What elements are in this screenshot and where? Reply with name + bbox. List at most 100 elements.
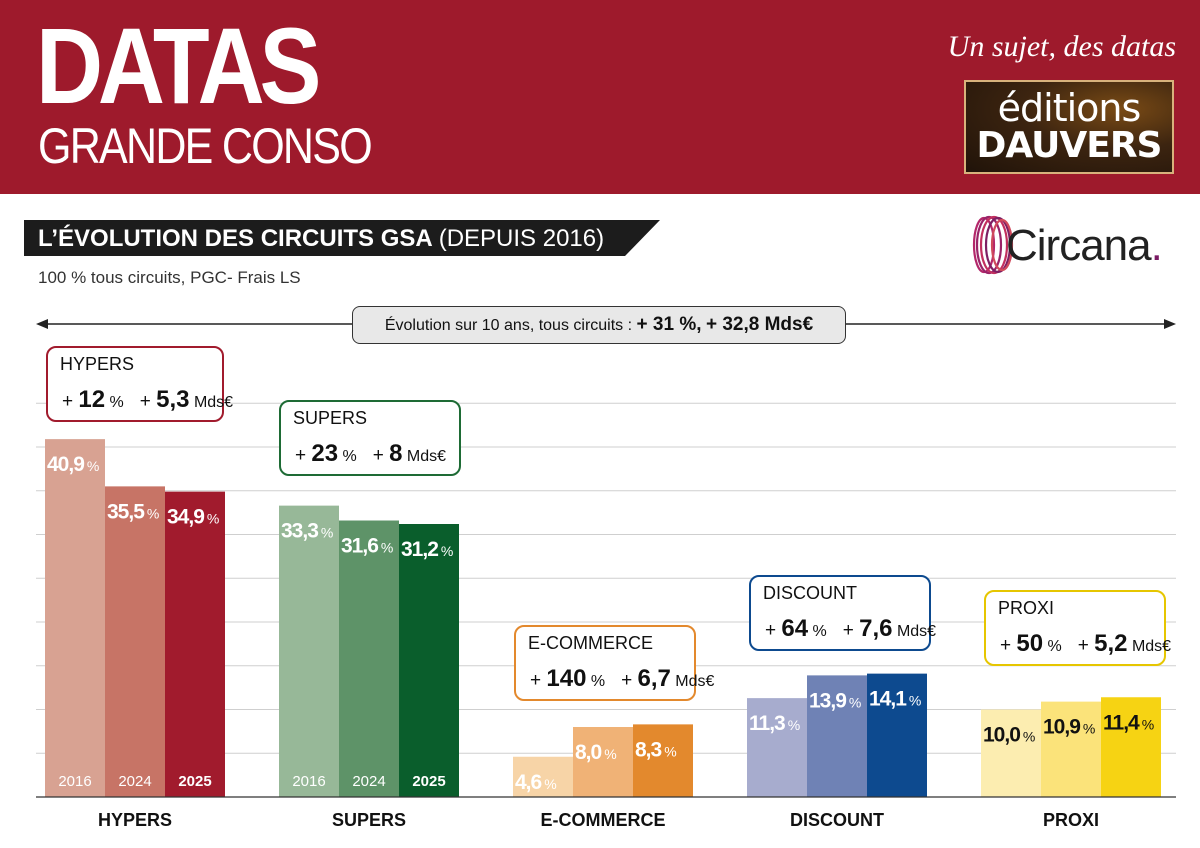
bar-value: 14,1 (869, 688, 907, 711)
logo-ring-icon (979, 215, 1009, 275)
bar (399, 524, 459, 797)
bar-value: 8,3 (635, 738, 662, 761)
bar-value: 31,6 (341, 535, 378, 558)
bar (279, 505, 339, 797)
tagline: Un sujet, des datas (947, 30, 1176, 63)
callout-name: PROXI (998, 598, 1055, 618)
callout-values: + 64 % + 7,6 Mds€ (765, 615, 936, 643)
logo-ring-icon (984, 216, 1012, 274)
callout-amount: 8 (389, 440, 403, 467)
bar-value-unit: % (604, 746, 616, 762)
circana-logo-mark (972, 215, 1014, 275)
callout-values: + 12 % + 5,3 Mds€ (62, 386, 233, 414)
bar-value: 10,0 (983, 724, 1020, 747)
callout-plus: + (1077, 635, 1095, 656)
callout-supers: SUPERS + 23 % + 8 Mds€ (279, 400, 461, 476)
bar-value-unit: % (441, 543, 453, 559)
bars-layer: 40,9 % 2016 35,5 % 2024 34,9 % 2025 HYPERS 33,3 % 20… (45, 439, 1161, 830)
callout-values: + 50 % + 5,2 Mds€ (1000, 630, 1171, 658)
bar (807, 675, 867, 797)
bar (1101, 697, 1161, 797)
callout-amount-unit: Mds€ (1127, 638, 1172, 655)
bar-value-label: 31,6% (341, 535, 393, 558)
bar-value-unit: % (544, 776, 556, 792)
bar-value-unit: % (147, 505, 159, 521)
bar-value: 40,9 (47, 453, 84, 476)
callout-values: + 23 % + 8 Mds€ (295, 440, 446, 468)
publisher-logo: éditions DAUVERS (964, 80, 1174, 174)
callout-plus: + (295, 445, 312, 466)
bar-value-unit: % (381, 540, 393, 556)
bar-chart: 40,9 % 2016 35,5 % 2024 34,9 % 2025 HYPERS 33,3 % 20… (36, 319, 1176, 830)
section-title-light: (DEPUIS 2016) (438, 225, 605, 252)
circana-logo-text: Circana. (1006, 220, 1163, 272)
bar-value: 35,5 (107, 500, 145, 523)
bar-value: 8,0 (575, 741, 602, 764)
circana-logo-word: Circana (1006, 221, 1152, 270)
callout-name: E-COMMERCE (528, 633, 653, 653)
bar-value-label: 8,0% (575, 741, 616, 764)
section-title-bold: L’ÉVOLUTION DES CIRCUITS GSA (38, 225, 433, 252)
year-label: 2024 (352, 773, 385, 790)
bar-value: 13,9 (809, 689, 846, 712)
scope-note: 100 % tous circuits, PGC- Frais LS (38, 268, 301, 287)
year-label: 2025 (178, 773, 211, 790)
overall-evolution-note: Évolution sur 10 ans, tous circuits : + … (352, 306, 846, 344)
bar (573, 727, 633, 797)
bar-value-label: 11,3% (749, 712, 800, 735)
callout-pct: 140 (546, 665, 587, 692)
callout-amount: 5,3 (156, 386, 190, 413)
callout-pct: 64 (781, 615, 809, 642)
bar-value-label: 31,2% (401, 538, 453, 561)
callout-amount-unit: Mds€ (402, 448, 447, 465)
logo-ring-icon (975, 215, 1003, 275)
callout-pct-unit: % (105, 394, 124, 411)
bar (513, 756, 573, 797)
callout-discount: DISCOUNT + 64 % + 7,6 Mds€ (749, 575, 936, 651)
bar-value: 33,3 (281, 520, 318, 543)
bar (45, 439, 105, 797)
overall-label: Évolution sur 10 ans, tous circuits : (384, 317, 633, 334)
callout-pct: 50 (1016, 630, 1044, 657)
callout-name: HYPERS (60, 354, 135, 374)
bar-value-label: 34,9% (167, 506, 219, 529)
bar-value-unit: % (849, 694, 861, 710)
bar-value-unit: % (664, 743, 676, 759)
callout-pct: 23 (311, 440, 339, 467)
bar-value-unit: % (909, 693, 921, 709)
category-label: E-COMMERCE (541, 810, 666, 830)
bar-value-label: 33,3% (281, 520, 333, 543)
bar-value-unit: % (207, 511, 219, 527)
callout-amount-unit: Mds€ (892, 623, 937, 640)
callout-values: + 140 % + 6,7 Mds€ (530, 665, 714, 693)
bar-value: 11,4 (1103, 711, 1140, 734)
bar-value-label: 35,5% (107, 500, 159, 523)
bar (633, 724, 693, 797)
callout-amount-unit: Mds€ (189, 394, 234, 411)
category-label: DISCOUNT (790, 810, 884, 830)
bar-value-unit: % (87, 458, 99, 474)
bar-value: 10,9 (1043, 716, 1080, 739)
arrow-right-icon (1164, 319, 1176, 329)
callout-pct-unit: % (1043, 638, 1062, 655)
bar-value-unit: % (1083, 721, 1095, 737)
bar-value-unit: % (321, 525, 333, 541)
bar (1041, 701, 1101, 797)
year-label: 2024 (118, 773, 151, 790)
section-title-banner (24, 220, 660, 256)
brand-subtitle: GRANDE CONSO (38, 118, 373, 174)
bar-value-label: 14,1% (869, 688, 921, 711)
callout-amount: 7,6 (859, 615, 893, 642)
bar (867, 673, 927, 797)
callout-name: DISCOUNT (763, 583, 857, 603)
callout-pct-unit: % (808, 623, 827, 640)
category-label: PROXI (1043, 810, 1099, 830)
arrow-left-icon (36, 319, 48, 329)
bar-value: 4,6 (515, 771, 542, 794)
callout-plus: + (139, 391, 157, 412)
bar-value: 31,2 (401, 538, 438, 561)
callout-amount: 6,7 (637, 665, 671, 692)
callout-amount: 5,2 (1094, 630, 1128, 657)
callout-plus: + (530, 670, 547, 691)
category-label: HYPERS (98, 810, 172, 830)
